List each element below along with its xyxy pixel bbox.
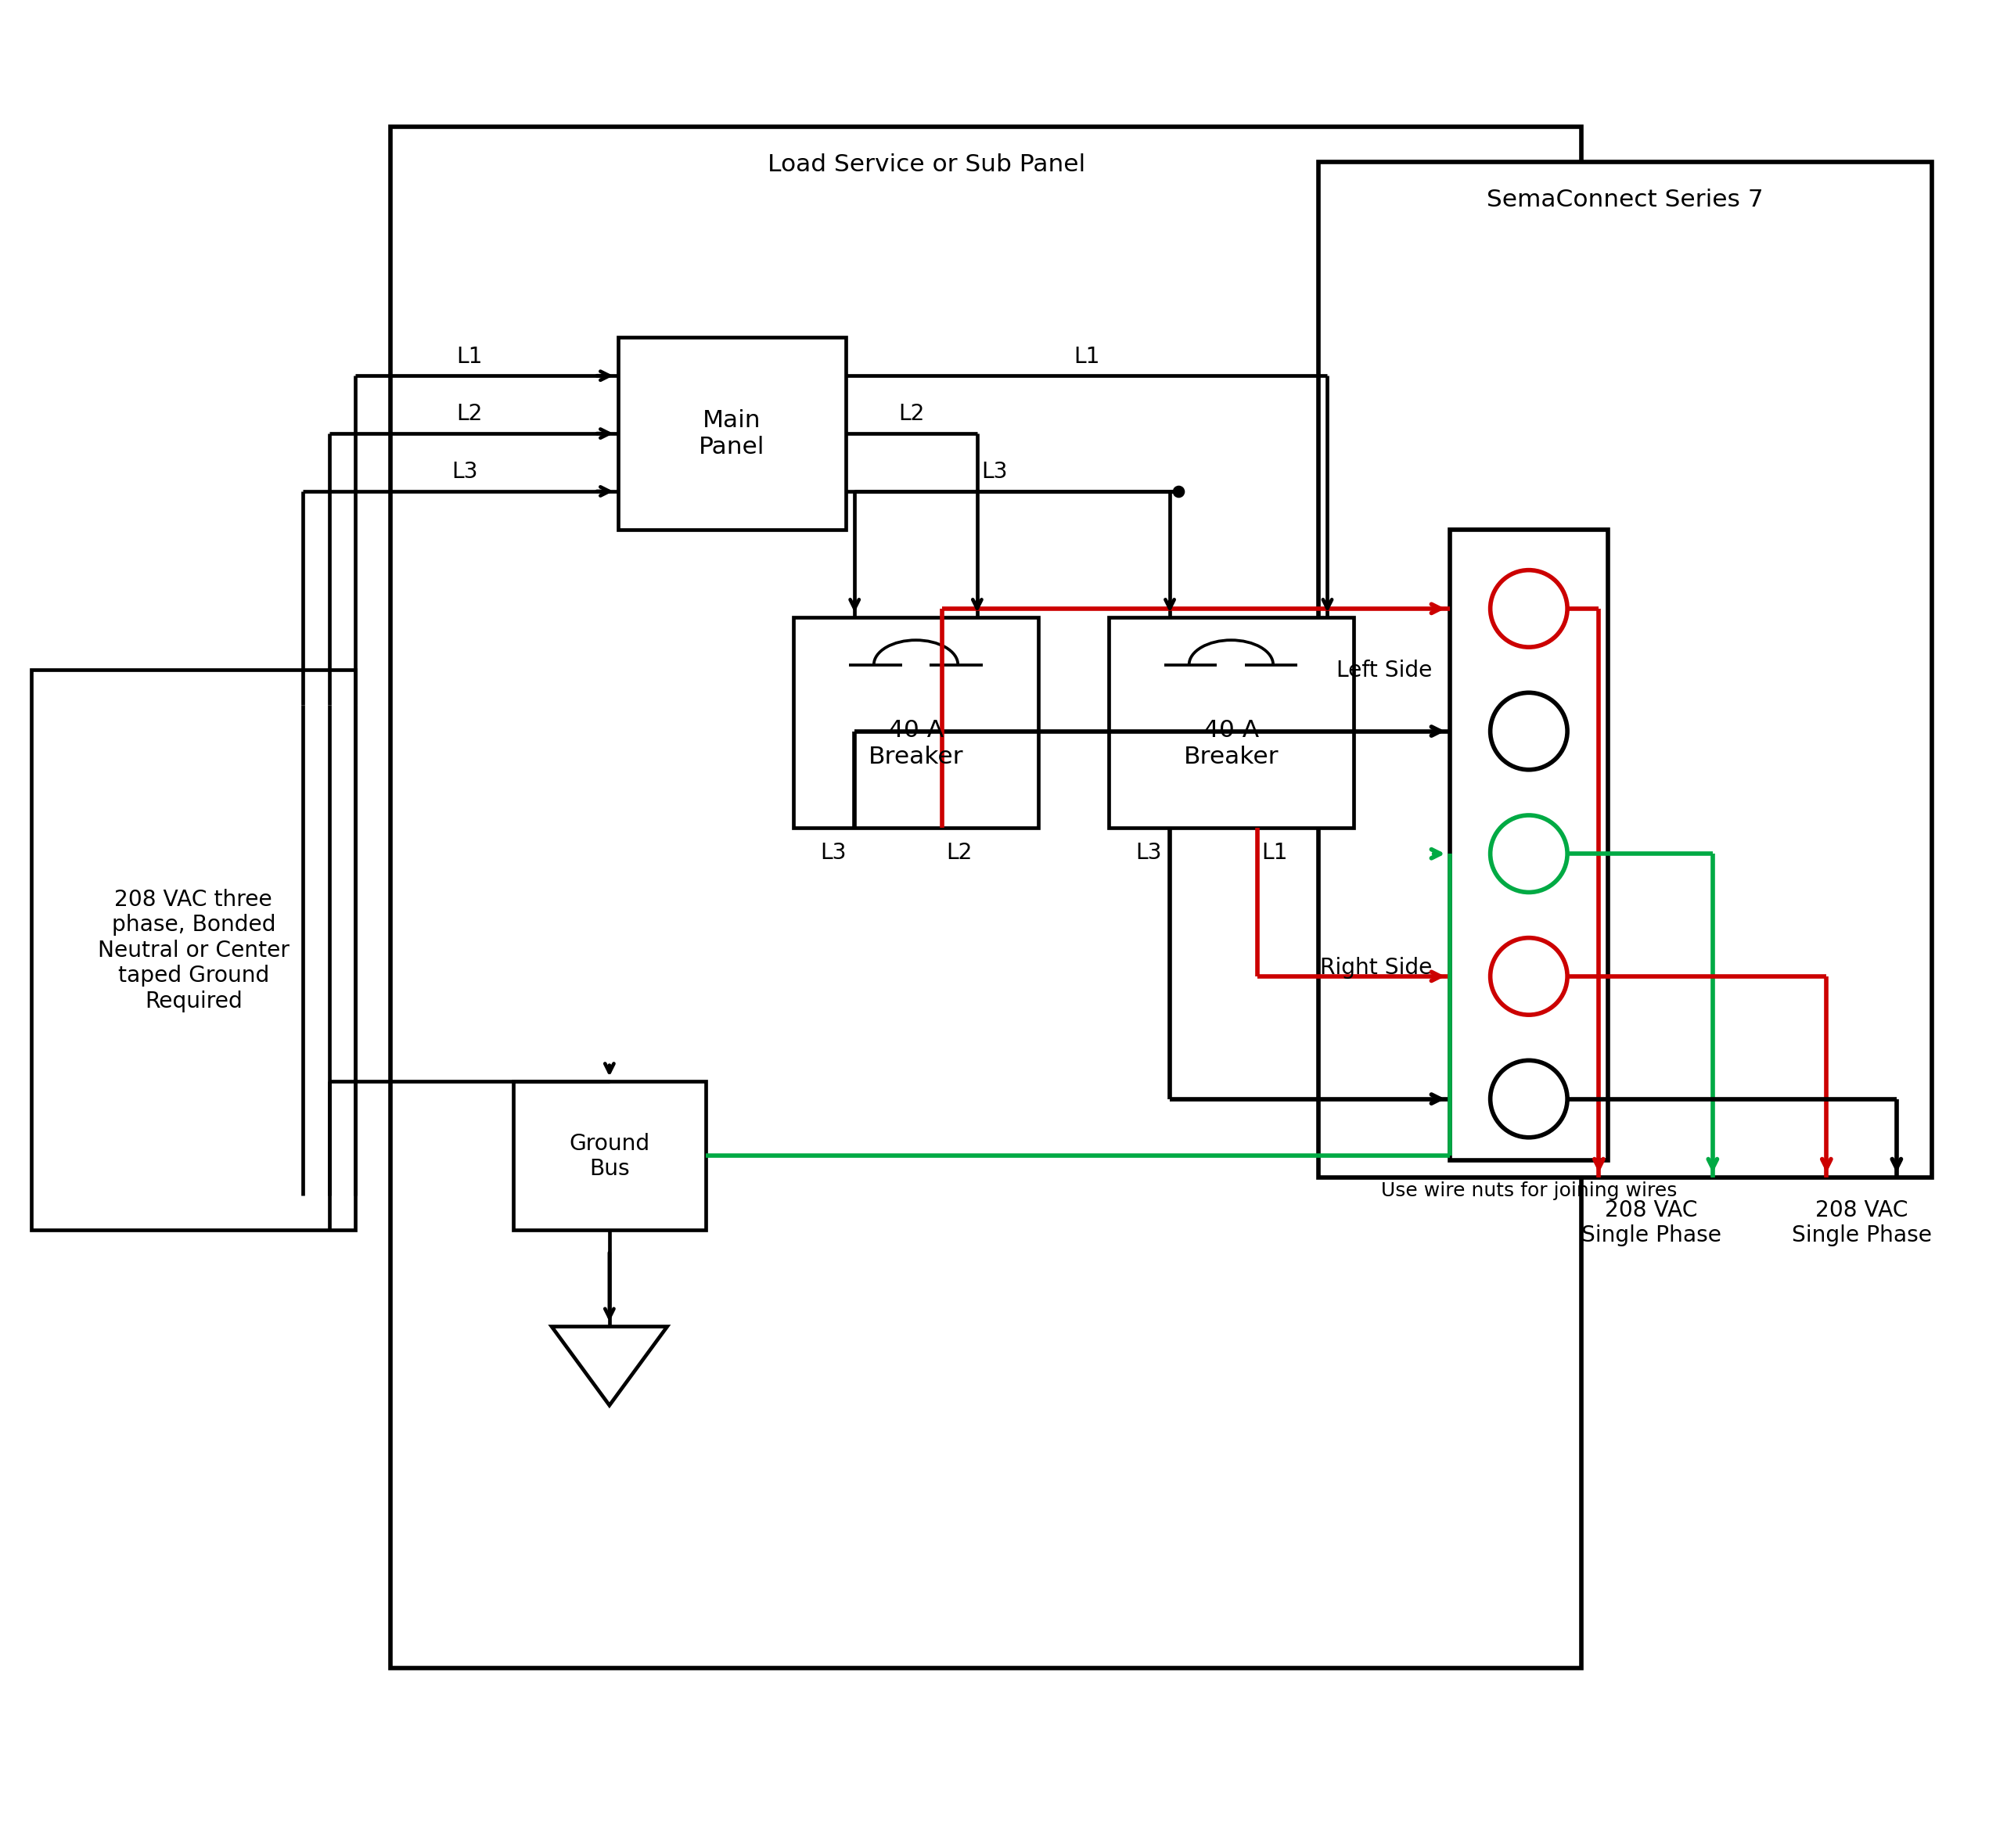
Text: L2: L2 [455, 403, 483, 425]
Text: Right Side: Right Side [1321, 957, 1432, 979]
Text: Use wire nuts for joining wires: Use wire nuts for joining wires [1380, 1181, 1677, 1199]
Text: Left Side: Left Side [1337, 660, 1432, 682]
Bar [32, 671, 356, 1231]
Text: L3: L3 [452, 460, 477, 482]
Bar [794, 617, 1038, 828]
Text: Ground
Bus: Ground Bus [569, 1133, 650, 1179]
Text: 40 A
Breaker: 40 A Breaker [1183, 719, 1279, 769]
Bar [619, 338, 845, 530]
Text: 208 VAC
Single Phase: 208 VAC Single Phase [1792, 1199, 1931, 1246]
Text: 208 VAC three
phase, Bonded
Neutral or Center
taped Ground
Required: 208 VAC three phase, Bonded Neutral or C… [97, 889, 288, 1013]
Text: 40 A
Breaker: 40 A Breaker [867, 719, 963, 769]
Bar [1319, 163, 1931, 1177]
Text: SemaConnect Series 7: SemaConnect Series 7 [1486, 188, 1762, 211]
Text: L2: L2 [947, 841, 973, 863]
Text: 208 VAC
Single Phase: 208 VAC Single Phase [1581, 1199, 1720, 1246]
Text: L3: L3 [981, 460, 1008, 482]
Bar [1108, 617, 1353, 828]
Text: Main
Panel: Main Panel [698, 408, 766, 458]
Text: Load Service or Sub Panel: Load Service or Sub Panel [768, 153, 1086, 176]
Text: L1: L1 [455, 346, 483, 368]
Text: L1: L1 [1261, 841, 1287, 863]
Bar [1450, 530, 1607, 1161]
Bar [513, 1081, 706, 1231]
Text: L1: L1 [1074, 346, 1100, 368]
Text: L2: L2 [899, 403, 925, 425]
Bar [390, 128, 1581, 1669]
Text: L3: L3 [819, 841, 847, 863]
Text: L3: L3 [1136, 841, 1162, 863]
